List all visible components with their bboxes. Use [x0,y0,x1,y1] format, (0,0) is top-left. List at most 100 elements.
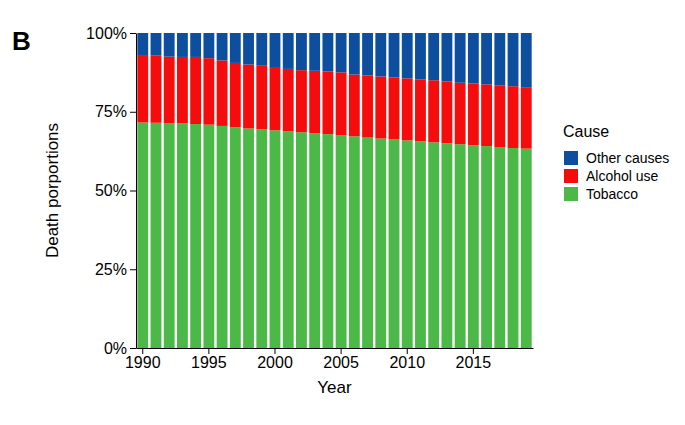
bar-segment [256,33,267,66]
bar-segment [190,33,201,57]
x-axis-line [137,348,534,349]
bar-segment [203,33,214,58]
bar-segment [164,123,175,348]
x-tick-mark [473,348,474,354]
bar-segment [494,33,505,85]
bar-segment [441,82,452,144]
legend-swatch [564,169,578,183]
y-tick: 75% [95,103,136,120]
bar-segment [137,33,148,55]
bar-segment [521,149,532,348]
bar-segment [270,130,281,348]
bar-segment [455,144,466,348]
bar-segment [256,129,267,348]
legend-label: Alcohol use [586,168,659,184]
legend-title: Cause [563,123,609,140]
x-tick-label: 1995 [191,354,227,371]
bar-segment [137,55,148,122]
bar-segment [256,66,267,130]
bar-segment [508,86,519,148]
bar-segment [336,135,347,348]
x-tick-mark [208,348,209,354]
x-tick: 2000 [257,348,293,371]
legend-swatch [564,151,578,165]
x-tick-mark [142,348,143,354]
bar-segment [230,127,241,348]
bar-segment [336,72,347,135]
y-tick: 25% [95,261,136,278]
y-tick-label: 25% [95,261,127,278]
bars [137,33,531,348]
bar-segment [349,75,360,137]
bar-segment [283,69,294,131]
legend-swatch [564,187,578,201]
panel-label: B [12,26,31,56]
x-axis-title: Year [317,378,352,397]
bar-segment [362,33,373,76]
bar-segment [177,123,188,348]
y-tick-mark [130,348,136,349]
bar-segment [217,60,228,126]
bar-segment [455,83,466,144]
bar-segment [296,33,307,70]
bar-segment [217,33,228,60]
bar-segment [441,143,452,348]
chart: 0%25%50%75%100%199019952000200520102015Y… [0,0,685,425]
bar-segment [494,147,505,348]
bar-segment [283,33,294,69]
legend-label: Tobacco [586,186,638,202]
x-tick-mark [341,348,342,354]
bar-segment [481,84,492,146]
y-axis-line [136,34,137,349]
bar-segment [481,146,492,348]
x-tick-label: 2005 [323,354,359,371]
legend-label: Other causes [586,150,669,166]
bar-segment [402,78,413,140]
bar-segment [362,138,373,348]
bar-segment [177,57,188,123]
x-axis: 199019952000200520102015 [125,348,534,371]
bar-segment [309,33,320,71]
bar-segment [468,83,479,145]
y-tick-mark [130,191,136,192]
x-tick: 2015 [456,348,492,371]
bar-segment [415,141,426,348]
y-tick-mark [130,33,136,34]
y-tick: 50% [95,182,136,199]
y-axis-title: Death porportions [43,123,62,258]
bar-segment [164,33,175,57]
bar-segment [375,76,386,138]
legend: Cause Other causes Alcohol use Tobacco [563,123,669,202]
bar-segment [441,33,452,82]
bar-segment [322,71,333,134]
y-tick: 100% [86,25,136,42]
bar-segment [190,57,201,124]
y-tick-label: 50% [95,182,127,199]
bar-segment [428,33,439,80]
bar-segment [296,132,307,348]
bar-segment [322,134,333,348]
bar-segment [415,33,426,79]
x-tick-label: 2010 [389,354,425,371]
plot: 0%25%50%75%100%199019952000200520102015 [86,25,533,372]
bar-segment [481,33,492,84]
bar-segment [468,145,479,348]
bar-segment [494,85,505,147]
bar-segment [243,128,254,348]
bar-segment [508,148,519,348]
x-tick-mark [407,348,408,354]
bar-segment [349,136,360,348]
bar-segment [415,79,426,141]
bar-segment [349,33,360,75]
bar-segment [508,33,519,86]
x-tick-label: 2015 [456,354,492,371]
y-tick-mark [130,112,136,113]
bar-segment [270,33,281,67]
bar-segment [389,33,400,77]
bar-segment [203,58,214,124]
y-axis: 0%25%50%75%100% [86,25,136,357]
bar-segment [151,33,162,56]
y-tick-mark [130,269,136,270]
bar-segment [283,131,294,348]
x-tick-label: 2000 [257,354,293,371]
